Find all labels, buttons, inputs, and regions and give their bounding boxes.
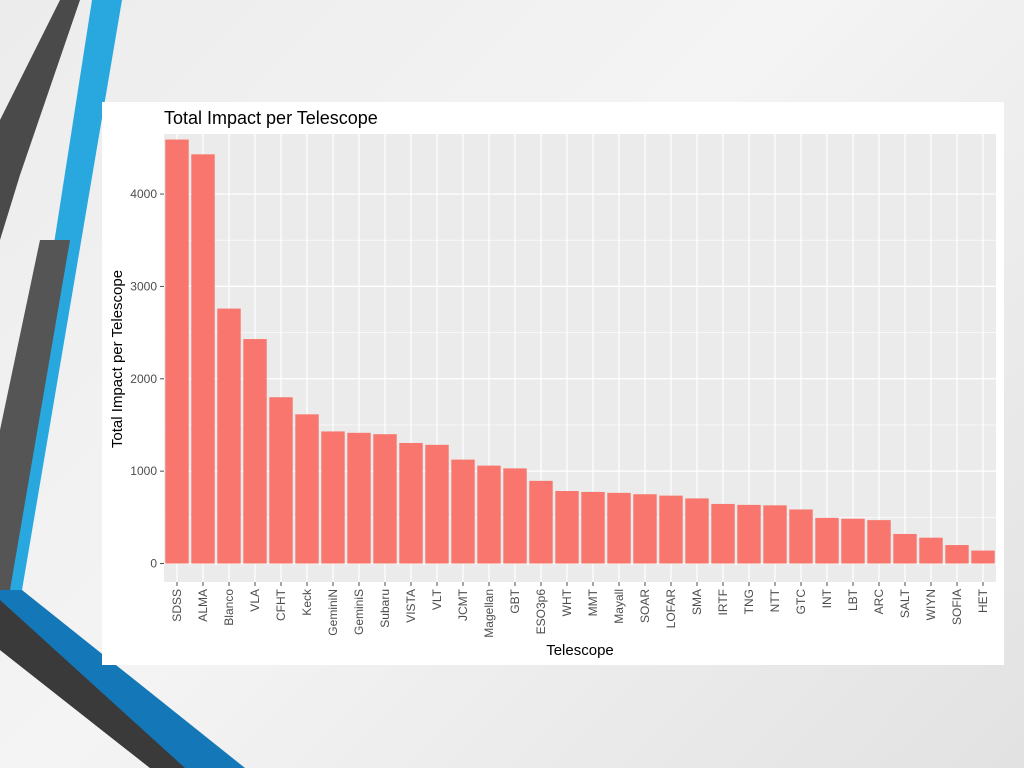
bar-cfht [269, 397, 293, 564]
bar-lbt [841, 518, 865, 564]
y-tick-label: 3000 [130, 279, 157, 293]
x-tick-label: CFHT [274, 588, 288, 621]
bar-geminin [321, 431, 345, 564]
y-axis-title: Total Impact per Telescope [109, 270, 126, 448]
x-tick-label: WIYN [924, 589, 938, 620]
x-tick-label: NTT [768, 588, 782, 612]
x-tick-label: SMA [690, 589, 704, 615]
x-tick-label: SOAR [638, 589, 652, 623]
slide-dark-stripe-top [0, 0, 80, 240]
bar-soar [633, 494, 657, 564]
x-tick-label: LBT [846, 588, 860, 611]
y-tick-label: 2000 [130, 372, 157, 386]
x-tick-label: IRTF [716, 589, 730, 615]
slide-dark-corner [0, 600, 185, 768]
bar-magellan [477, 465, 501, 564]
bar-mmt [581, 491, 605, 564]
bar-alma [191, 154, 215, 564]
bar-subaru [373, 434, 397, 564]
bar-chart: Total Impact per Telescope 0 1000 2000 3000… [109, 108, 996, 659]
bar-keck [295, 414, 319, 564]
bar-ntt [763, 505, 787, 564]
x-tick-label: Blanco [222, 589, 236, 626]
bar-lofar [659, 495, 683, 564]
chart-title: Total Impact per Telescope [164, 108, 378, 128]
x-tick-label: TNG [742, 589, 756, 614]
x-tick-label: GTC [794, 589, 808, 615]
y-tick-label: 4000 [130, 187, 157, 201]
bar-mayall [607, 492, 631, 564]
bar-sdss [165, 139, 189, 564]
x-tick-label: SOFIA [950, 589, 964, 625]
x-tick-label: GeminiN [326, 589, 340, 636]
x-tick-label: VISTA [404, 589, 418, 623]
x-tick-label: MMT [586, 588, 600, 616]
x-axis-ticks: SDSS ALMA Blanco VLA CFHT Keck GeminiN GeminiS S… [170, 582, 990, 638]
x-tick-label: GeminiS [352, 589, 366, 635]
bar-blanco [217, 308, 241, 564]
bar-irtf [711, 503, 735, 564]
bar-het [971, 550, 995, 564]
x-tick-label: LOFAR [664, 589, 678, 629]
x-tick-label: SALT [898, 588, 912, 618]
x-tick-label: ALMA [196, 589, 210, 622]
bar-geminis [347, 432, 371, 564]
bar-arc [867, 520, 891, 564]
x-tick-label: HET [976, 588, 990, 613]
bar-int [815, 517, 839, 564]
bar-sofia [945, 545, 969, 564]
bar-tng [737, 504, 761, 564]
bar-wiyn [919, 537, 943, 564]
bar-salt [893, 533, 917, 564]
bar-eso3p6 [529, 480, 553, 564]
x-tick-label: VLT [430, 588, 444, 610]
slide-blue-corner [0, 590, 245, 768]
x-tick-label: SDSS [170, 589, 184, 622]
bar-vista [399, 442, 423, 564]
bar-sma [685, 498, 709, 564]
x-tick-label: JCMT [456, 588, 470, 621]
x-tick-label: Mayall [612, 589, 626, 624]
chart-panel: Total Impact per Telescope 0 1000 2000 3000… [102, 102, 1004, 665]
bar-wht [555, 491, 579, 564]
x-tick-label: INT [820, 588, 834, 608]
bar-vlt [425, 444, 449, 564]
x-axis-title: Telescope [546, 642, 614, 659]
x-tick-label: Keck [300, 588, 314, 616]
bar-gbt [503, 468, 527, 564]
slide-dark-stripe-mid [0, 240, 70, 590]
x-tick-label: WHT [560, 588, 574, 616]
bar-gtc [789, 509, 813, 564]
bar-jcmt [451, 459, 475, 564]
x-tick-label: VLA [248, 589, 262, 612]
x-tick-label: ARC [872, 589, 886, 615]
x-tick-label: Subaru [378, 589, 392, 628]
y-axis-ticks: 0 1000 2000 3000 4000 [130, 187, 164, 571]
bars [165, 139, 995, 564]
x-tick-label: ESO3p6 [534, 589, 548, 635]
x-tick-label: Magellan [482, 589, 496, 638]
y-tick-label: 0 [150, 557, 157, 571]
y-tick-label: 1000 [130, 464, 157, 478]
x-tick-label: GBT [508, 588, 522, 613]
bar-vla [243, 339, 267, 564]
